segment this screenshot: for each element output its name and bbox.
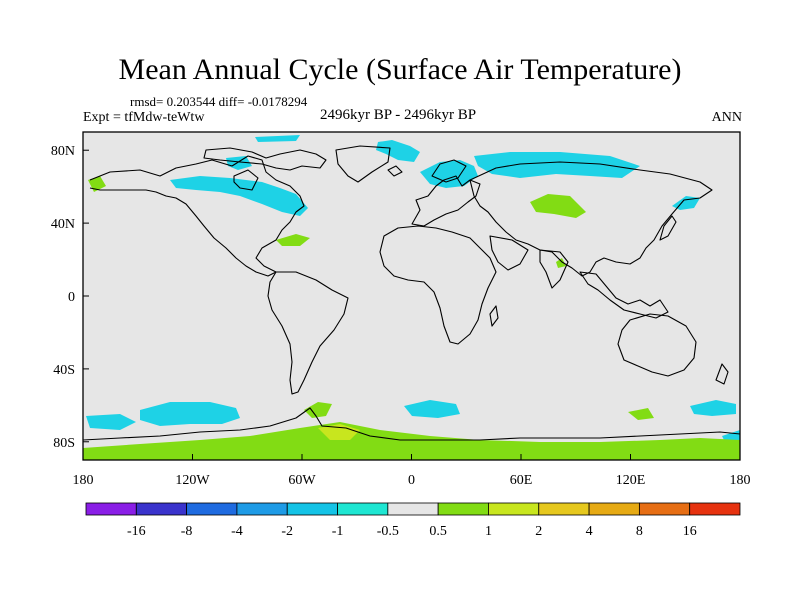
coast-hudson-bay <box>233 169 259 191</box>
coast-canada-islands <box>203 147 327 171</box>
coast-australia <box>617 313 697 377</box>
coast-south-america <box>267 271 349 395</box>
anomaly-antarctic-peninsula-warm <box>304 402 332 418</box>
coast-asia <box>469 161 713 277</box>
coast-north-america <box>89 155 305 277</box>
anomaly-weddell-warm <box>318 424 360 440</box>
coast-japan <box>659 215 677 241</box>
colorbar-label: 4 <box>586 524 593 539</box>
colorbar-label: 2 <box>535 524 542 539</box>
x-tick-label: 120W <box>175 473 210 488</box>
colorbar-swatch <box>437 502 489 516</box>
anomaly-arctic-cool <box>255 135 300 142</box>
colorbar-swatch <box>488 502 540 516</box>
coast-new-zealand <box>715 363 729 385</box>
colorbar-label: 0.5 <box>429 524 447 539</box>
coast-antarctica <box>83 407 740 441</box>
season-label: ANN <box>711 110 742 125</box>
anomaly-north-america-cool <box>170 176 308 216</box>
colorbar-swatch <box>337 502 389 516</box>
y-tick-label: 40N <box>51 217 75 232</box>
anomaly-scandinavia-cool <box>420 160 478 188</box>
anomaly-central-asia-warm <box>530 194 586 218</box>
x-tick-label: 60E <box>510 473 533 488</box>
colorbar-label: -2 <box>281 524 293 539</box>
colorbar-label: 16 <box>683 524 697 539</box>
colorbar-label: -0.5 <box>377 524 399 539</box>
coast-scandinavia <box>431 159 467 183</box>
anomaly-atlantic-warm <box>276 234 310 246</box>
x-tick-label: 180 <box>73 473 94 488</box>
colorbar: -16 -8 -4 -2 -1 -0.5 0.5 1 2 4 8 16 <box>85 502 741 539</box>
map-axes: 180 120W 60W 0 60E 120E 180 80N 40N 0 40S 80S <box>51 144 751 488</box>
coast-madagascar <box>489 305 499 327</box>
colorbar-swatch <box>538 502 590 516</box>
coastlines <box>83 145 740 441</box>
anomaly-hudson-cool <box>226 156 252 170</box>
colorbar-swatch <box>85 502 137 516</box>
colorbar-swatch <box>387 502 439 516</box>
y-tick-label: 80S <box>53 436 75 451</box>
anomaly-east-antarctic-warm <box>628 408 654 420</box>
anomaly-southern-ocean-cool-3 <box>404 400 460 418</box>
coast-arabia <box>489 235 529 271</box>
anomaly-siberia-cool <box>474 152 640 178</box>
y-tick-label: 80N <box>51 144 75 159</box>
experiment-label: Expt = tfMdw-teWtw <box>83 110 205 125</box>
anomaly-layer <box>83 135 740 460</box>
x-tick-label: 120E <box>616 473 646 488</box>
coast-india <box>539 249 569 289</box>
colorbar-label: -4 <box>231 524 243 539</box>
colorbar-swatch <box>689 502 741 516</box>
coast-greenland <box>335 145 391 183</box>
colorbar-swatch <box>638 502 691 516</box>
colorbar-label: 8 <box>636 524 643 539</box>
x-tick-label: 60W <box>288 473 316 488</box>
colorbar-label: 1 <box>485 524 492 539</box>
x-tick-label: 180 <box>730 473 751 488</box>
colorbar-label: -1 <box>332 524 344 539</box>
anomaly-southern-ocean-cool-1 <box>140 402 240 426</box>
colorbar-swatch <box>186 502 238 516</box>
rmsd-diff-stats: rmsd= 0.203544 diff= -0.0178294 <box>130 94 308 109</box>
colorbar-swatch <box>236 502 288 516</box>
anomaly-greenland-cool <box>376 140 420 162</box>
anomaly-southern-ocean-cool-2 <box>86 414 136 430</box>
colorbar-swatch <box>135 502 188 516</box>
colorbar-label: -8 <box>181 524 193 539</box>
y-tick-label: 0 <box>68 290 75 305</box>
colorbar-swatch <box>588 502 640 516</box>
anomaly-antarctic-warm <box>83 422 740 460</box>
y-tick-label: 40S <box>53 363 75 378</box>
coast-southeast-asia <box>579 271 669 319</box>
plot-title: Mean Annual Cycle (Surface Air Temperatu… <box>118 53 682 86</box>
colorbar-label: -16 <box>127 524 146 539</box>
period-label: 2496kyr BP - 2496kyr BP <box>320 107 477 123</box>
coast-iceland <box>387 165 403 177</box>
anomaly-africa-warm <box>556 258 566 268</box>
colorbar-swatch <box>286 502 338 516</box>
anomaly-southern-ocean-cool-4 <box>690 400 736 416</box>
x-tick-label: 0 <box>408 473 415 488</box>
coast-africa <box>379 225 497 345</box>
